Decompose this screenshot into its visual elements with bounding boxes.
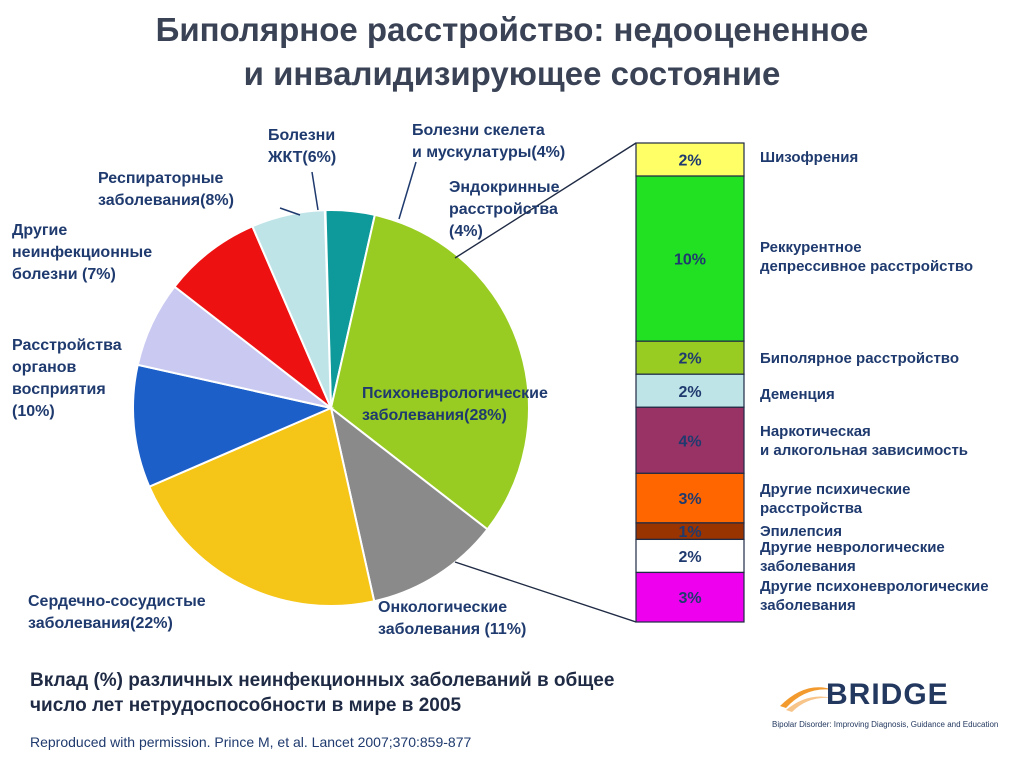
pie-slice-label: Расстройства органов восприятия (10%): [12, 335, 122, 423]
stacked-bar: 2% 10% 2% 2% 4% 3% 1% 2% 3%: [635, 142, 745, 623]
pie-slice-label: Другие неинфекционные болезни (7%): [12, 220, 152, 286]
label-line: Другие неврологические: [760, 539, 945, 556]
bar-segment: [635, 142, 745, 177]
bar-segment-label: Наркотическая и алкогольная зависимость: [760, 422, 968, 460]
bar-segment-label: Другие неврологические заболевания: [760, 538, 945, 576]
bar-segment-label: Шизофрения: [760, 148, 858, 167]
label-line: и алкогольная зависимость: [760, 442, 969, 459]
bar-segment: [635, 175, 745, 342]
caption-line-2: число лет нетрудоспособности в мире в 20…: [30, 695, 462, 716]
title-line-2: и инвалидизирующее состояние: [243, 55, 781, 92]
pie-chart: [132, 209, 530, 607]
caption-line-1: Вклад (%) различных неинфекционных забол…: [30, 670, 615, 691]
label-line: заболевания(28%): [362, 407, 507, 424]
label-line: ЖКТ(6%): [268, 149, 337, 166]
bar-value-label: 3%: [678, 491, 701, 508]
pie-slice: [132, 363, 335, 488]
pie-slice-label: Болезни скелета и мускулатуры(4%): [412, 120, 565, 164]
label-line: Другие: [12, 222, 68, 239]
bar-segment-label: Другие психические расстройства: [760, 480, 910, 518]
bridge-logo: BRIDGE Bipolar Disorder: Improving Diagn…: [772, 676, 1006, 736]
label-line: Болезни: [268, 127, 336, 144]
label-line: депрессивное расстройство: [760, 258, 974, 275]
pie-slice: [329, 213, 530, 531]
bar-segment: [635, 571, 745, 623]
label-line: неинфекционные: [12, 244, 153, 261]
logo-swoosh-icon: [780, 687, 834, 712]
label-line: расстройства: [449, 201, 558, 218]
bar-segment: [635, 472, 745, 524]
label-line: Онкологические: [378, 599, 508, 616]
bar-segment-label: Деменция: [760, 385, 835, 404]
label-line: Респираторные: [98, 170, 224, 187]
logo-name: BRIDGE: [826, 678, 949, 711]
label-line: Другие психоневрологические: [760, 578, 989, 595]
bar-value-label: 2%: [678, 549, 701, 566]
bar-value-label: 10%: [674, 252, 706, 269]
label-line: (4%): [449, 223, 483, 240]
leader-line: [311, 171, 319, 211]
leader-line: [398, 161, 417, 220]
bar-segment-label: Другие психоневрологические заболевания: [760, 577, 989, 615]
logo-tagline: Bipolar Disorder: Improving Diagnosis, G…: [772, 720, 999, 729]
source-citation: Reproduced with permission. Prince M, et…: [30, 734, 472, 750]
pie-slice-label: Эндокринные расстройства (4%): [449, 177, 559, 243]
bar-segment: [635, 340, 745, 375]
bar-value-label: 3%: [678, 590, 701, 607]
label-line: Сердечно-сосудистые: [28, 593, 206, 610]
zoom-connector-bottom: [454, 561, 637, 623]
leader-line: [279, 207, 301, 216]
pie-slice-label: Респираторные заболевания(8%): [98, 168, 234, 212]
label-line: восприятия: [12, 381, 106, 398]
label-line: расстройства: [760, 500, 863, 517]
bar-value-label: 2%: [678, 384, 701, 401]
label-line: Биполярное расстройство: [760, 350, 959, 367]
pie-slice-label: Психоневрологические заболевания(28%): [362, 383, 548, 427]
pie-slice-label: Сердечно-сосудистые заболевания(22%): [28, 591, 206, 635]
pie-slice-label: Болезни ЖКТ(6%): [268, 125, 336, 169]
label-line: Расстройства: [12, 337, 122, 354]
label-line: и мускулатуры(4%): [412, 144, 566, 161]
bar-value-label: 1%: [678, 524, 701, 541]
label-line: Болезни скелета: [412, 122, 545, 139]
label-line: (10%): [12, 403, 55, 420]
bar-value-label: 2%: [678, 153, 701, 170]
bar-segment: [635, 373, 745, 408]
pie-slice-label: Онкологические заболевания (11%): [378, 597, 526, 641]
label-line: заболевания (11%): [378, 621, 527, 638]
label-line: Психоневрологические: [362, 385, 548, 402]
label-line: Другие психические: [760, 481, 911, 498]
label-line: Шизофрения: [760, 149, 859, 166]
zoom-connector-top: [454, 142, 637, 259]
label-line: Наркотическая: [760, 423, 871, 440]
title-line-1: Биполярное расстройство: недооцененное: [155, 11, 869, 48]
label-line: заболевания(8%): [98, 192, 234, 209]
label-line: болезни (7%): [12, 266, 116, 283]
label-line: Эпилепсия: [760, 523, 843, 540]
label-line: органов: [12, 359, 77, 376]
pie-slice: [147, 406, 376, 607]
bar-segment-label: Биполярное расстройство: [760, 349, 959, 368]
label-line: заболевания: [760, 597, 856, 614]
chart-caption: Вклад (%) различных неинфекционных забол…: [30, 668, 760, 718]
label-line: Реккурентное: [760, 239, 862, 256]
bar-segment-label: Эпилепсия: [760, 522, 842, 541]
pie-slice: [329, 405, 489, 603]
bar-value-label: 4%: [678, 433, 701, 450]
bar-segment-label: Реккурентное депрессивное расстройство: [760, 238, 973, 276]
label-line: заболевания(22%): [28, 615, 173, 632]
bar-segment: [635, 406, 745, 474]
label-line: Эндокринные: [449, 179, 560, 196]
label-line: Деменция: [760, 386, 835, 403]
page-title: Биполярное расстройство: недооцененное и…: [0, 8, 1024, 96]
label-line: заболевания: [760, 558, 856, 575]
bar-segment: [635, 538, 745, 574]
pie-slice: [173, 224, 332, 409]
pie-slice: [251, 209, 332, 409]
connectors: [279, 142, 637, 623]
bar-value-label: 2%: [678, 351, 701, 368]
